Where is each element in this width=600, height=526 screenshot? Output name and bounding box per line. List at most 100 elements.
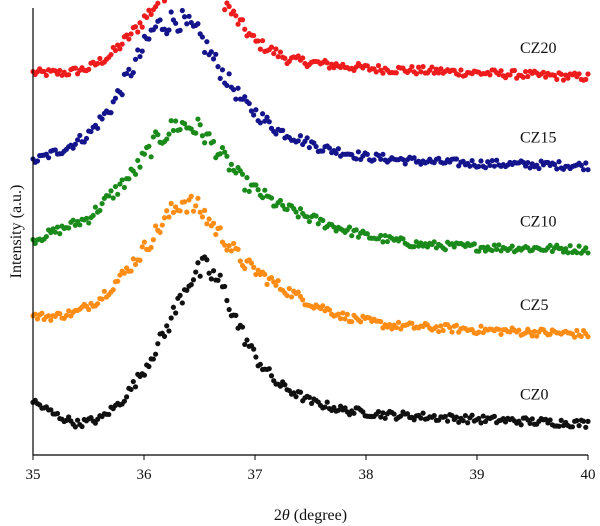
data-point <box>90 212 96 219</box>
data-point <box>124 32 130 38</box>
x-tick-label: 40 <box>581 467 596 483</box>
data-point <box>173 118 179 124</box>
data-point <box>121 184 127 191</box>
data-point <box>360 409 366 415</box>
data-point <box>195 21 201 27</box>
data-point <box>494 246 500 252</box>
data-point <box>184 209 190 215</box>
data-point <box>210 56 217 62</box>
data-point <box>569 424 575 430</box>
data-point <box>233 13 239 19</box>
data-point <box>259 111 266 117</box>
data-point <box>157 229 163 235</box>
data-point <box>166 328 172 334</box>
data-point <box>337 316 344 322</box>
data-point <box>547 242 553 249</box>
data-point <box>197 122 203 128</box>
data-point <box>498 331 504 337</box>
data-point <box>48 407 54 413</box>
data-point <box>210 268 217 274</box>
data-point <box>400 236 406 242</box>
data-point <box>413 71 419 77</box>
data-point <box>509 243 515 249</box>
data-point <box>126 66 132 72</box>
data-point <box>148 154 154 160</box>
data-point <box>224 247 230 253</box>
data-point <box>166 27 172 33</box>
data-point <box>268 195 275 201</box>
y-axis-title: Intensity (a.u.) <box>8 185 25 279</box>
data-point <box>170 304 177 310</box>
data-point <box>132 261 139 268</box>
data-point <box>480 413 486 419</box>
data-point <box>215 64 221 70</box>
x-axis-title: 2θ (degree) <box>274 507 347 524</box>
data-point <box>358 319 364 325</box>
data-point <box>476 329 482 335</box>
data-point <box>554 166 560 172</box>
data-point <box>168 200 174 207</box>
data-point <box>155 132 161 138</box>
data-point <box>219 144 226 151</box>
data-point <box>469 158 475 164</box>
data-point <box>248 260 255 266</box>
data-point <box>181 14 188 20</box>
data-point <box>251 112 257 118</box>
data-point <box>132 171 139 177</box>
data-point <box>208 49 214 55</box>
data-point <box>190 208 197 214</box>
data-point <box>99 296 105 302</box>
data-point <box>141 151 148 157</box>
data-point <box>295 289 301 295</box>
data-point <box>242 187 248 193</box>
data-point <box>324 60 330 66</box>
data-point <box>440 327 446 334</box>
data-point <box>284 292 290 299</box>
data-point <box>576 423 582 429</box>
data-point <box>54 224 61 230</box>
data-point <box>585 334 591 340</box>
data-point <box>108 188 114 194</box>
data-point <box>95 301 101 307</box>
data-point <box>453 322 460 328</box>
data-point <box>583 424 589 430</box>
data-point <box>286 285 292 292</box>
data-point <box>141 372 148 378</box>
series-label-cz15: CZ15 <box>520 130 556 147</box>
data-point <box>458 67 464 73</box>
data-point <box>128 31 134 37</box>
data-point <box>300 297 306 303</box>
data-point <box>235 21 241 27</box>
data-point <box>52 147 58 153</box>
data-point <box>331 65 337 71</box>
data-point <box>420 410 426 416</box>
data-point <box>224 297 230 304</box>
data-point <box>135 47 141 53</box>
data-point <box>155 0 161 6</box>
data-point <box>74 417 81 423</box>
data-point <box>402 161 408 167</box>
data-point <box>529 416 535 422</box>
data-point <box>349 233 355 239</box>
data-point <box>438 323 444 329</box>
data-point <box>66 72 72 78</box>
data-point <box>126 36 132 42</box>
data-point <box>467 163 473 169</box>
data-point <box>373 69 379 75</box>
data-point <box>558 71 564 77</box>
data-point <box>161 26 168 32</box>
x-tick-label: 36 <box>137 467 153 483</box>
data-point <box>222 283 228 290</box>
data-point <box>578 162 584 168</box>
data-point <box>436 328 442 335</box>
data-point <box>242 94 248 100</box>
data-point <box>181 199 188 205</box>
data-point <box>86 220 92 226</box>
data-point <box>355 234 362 240</box>
x-tick-label: 38 <box>359 467 374 483</box>
data-point <box>150 134 156 140</box>
data-point <box>284 206 290 213</box>
data-point <box>177 208 183 214</box>
data-point <box>202 140 208 146</box>
